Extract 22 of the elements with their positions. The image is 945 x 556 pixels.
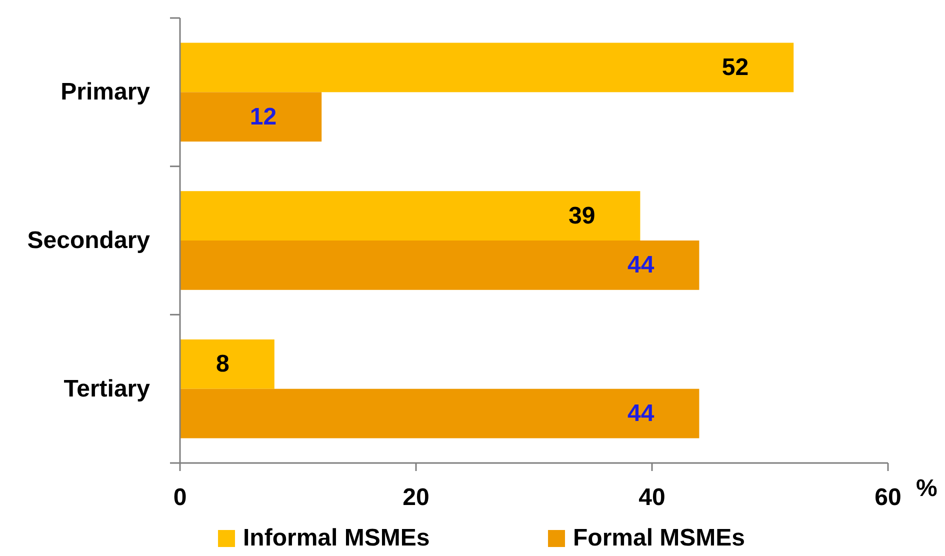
bar [180,191,640,240]
bar [180,92,322,142]
y-tick-label: Primary [60,78,151,106]
data-label: 44 [627,400,655,428]
legend-label: Informal MSMEs [243,524,430,552]
bar [180,240,700,290]
data-label: 8 [216,350,230,378]
x-tick-label: 60 [874,484,902,511]
y-tick-label: Tertiary [64,375,151,402]
legend-label: Formal MSMEs [573,524,746,552]
data-label: 52 [722,54,749,81]
x-tick-label: 40 [638,484,666,511]
y-tick-label: Secondary [27,227,151,254]
x-tick-label: 0 [173,484,187,511]
bar [180,339,274,389]
bar [180,388,700,438]
x-tick-label: 20 [402,484,430,511]
data-label: 39 [568,202,596,230]
data-label: 44 [627,252,655,279]
data-label: 12 [250,103,277,130]
bar [180,42,794,92]
x-axis-title: % [916,475,938,502]
